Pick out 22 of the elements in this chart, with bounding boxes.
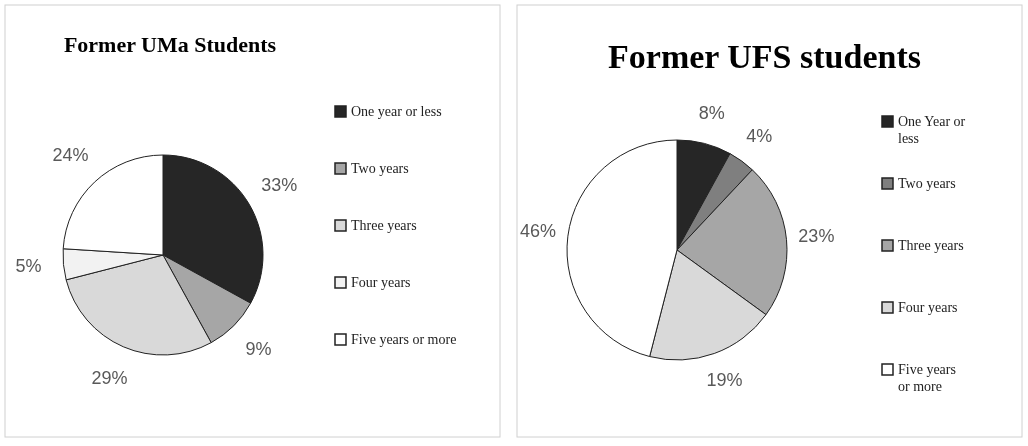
data-label: 29%	[91, 367, 128, 388]
legend-label: One Year or less	[898, 114, 966, 146]
chart-title: Former UMa Students	[63, 32, 277, 57]
legend-label: Two years	[351, 161, 409, 176]
legend-label: Two years	[898, 176, 956, 191]
legend-label: One year or less	[351, 104, 442, 119]
data-label: 46%	[520, 221, 557, 242]
data-label: 23%	[798, 225, 835, 246]
data-label: 4%	[746, 125, 773, 146]
legend-label: Three years	[898, 238, 964, 253]
data-label: 9%	[245, 339, 272, 360]
data-label: 33%	[261, 175, 298, 196]
legend-label: Three years	[351, 218, 417, 233]
legend-label: Five years or more	[898, 362, 956, 394]
data-label: 8%	[698, 103, 725, 124]
data-label: 5%	[15, 256, 42, 277]
data-label: 24%	[52, 145, 89, 166]
legend-label: Four years	[351, 275, 411, 290]
legend-label: Four years	[898, 300, 958, 315]
legend-label: Five years or more	[351, 332, 457, 347]
data-label: 19%	[706, 370, 743, 391]
chart-title: Former UFS students	[608, 38, 921, 75]
